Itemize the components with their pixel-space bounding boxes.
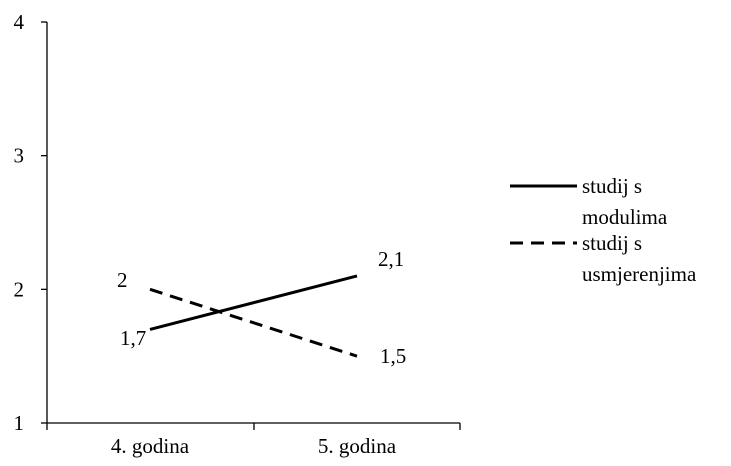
y-tick-label: 3 [14, 144, 25, 168]
data-label: 2 [117, 268, 128, 292]
series-line-1 [149, 274, 358, 331]
data-label: 1,7 [120, 326, 146, 350]
data-label: 2,1 [378, 247, 404, 271]
data-label: 1,5 [380, 344, 406, 368]
x-tick-label: 5. godina [318, 434, 397, 458]
y-tick-label: 4 [14, 10, 25, 34]
x-tick-label: 4. godina [111, 434, 190, 458]
legend-label: modulima [582, 205, 668, 229]
data-labels: 1,7 2,1 2 1,5 [117, 247, 406, 368]
legend-label: usmjerenjima [582, 262, 697, 286]
legend-label: studij s [582, 231, 642, 255]
y-tick-label: 1 [14, 411, 25, 435]
plot-area [149, 274, 358, 358]
legend-label: studij s [582, 174, 642, 198]
y-tick-label: 2 [14, 277, 25, 301]
axes: 1 2 3 4 4. godina 5. godina [14, 10, 461, 458]
series-line-2 [149, 287, 358, 358]
